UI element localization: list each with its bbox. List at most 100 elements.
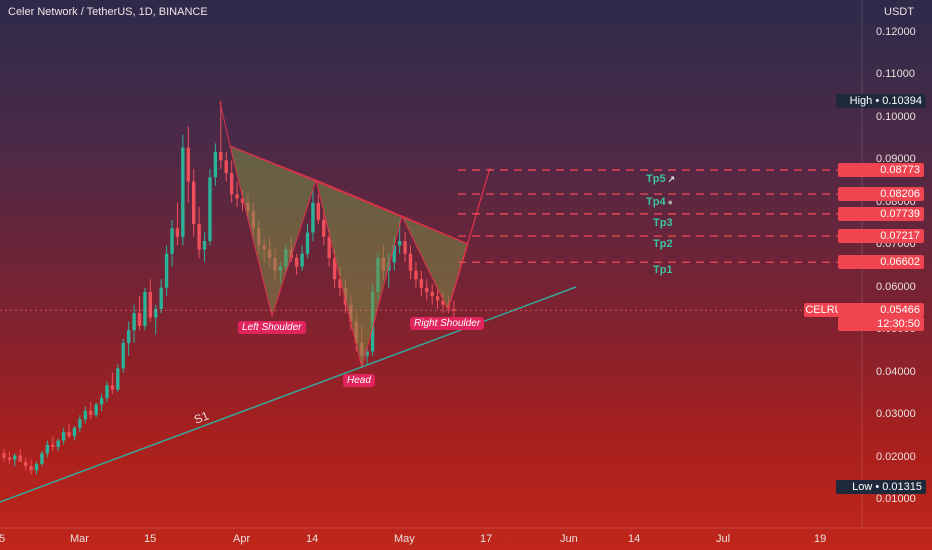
left-shoulder-triangle <box>229 145 317 318</box>
y-tick-label: 0.04000 <box>876 365 916 378</box>
candle-body <box>94 404 98 416</box>
x-tick-label: Apr <box>233 533 251 545</box>
candle-body <box>327 236 331 259</box>
candle-body <box>116 368 120 390</box>
y-tick-label: 0.06000 <box>876 280 916 293</box>
candle-body <box>34 463 39 471</box>
candle-body <box>78 419 82 428</box>
x-tick-label: 17 <box>480 533 493 545</box>
candle-body <box>219 151 223 161</box>
candle-body <box>121 342 125 369</box>
target-price-box: 0.08206 <box>838 187 924 202</box>
candle-body <box>240 198 245 203</box>
candle-body <box>143 291 147 326</box>
x-tick-label: 14 <box>306 533 319 545</box>
candle-body <box>202 241 207 250</box>
candle-body <box>186 147 190 182</box>
candle-body <box>148 291 153 318</box>
candle-body <box>300 253 304 267</box>
candle-body <box>89 410 93 416</box>
low-price-box: Low • 0.01315 <box>836 479 926 494</box>
y-tick-label: 0.03000 <box>876 408 916 421</box>
x-tick-label: May <box>394 533 415 545</box>
candle-body <box>305 232 310 254</box>
candle-body <box>316 202 321 220</box>
candle-body <box>72 427 77 437</box>
currency-label: USDT <box>884 6 914 18</box>
candle-body <box>224 160 228 174</box>
breakout-projection <box>447 167 491 311</box>
rocket-icon: ↗ <box>667 174 676 184</box>
candle-body <box>45 444 50 454</box>
y-tick-label: 0.11000 <box>876 68 915 81</box>
left-shoulder-label: Left Shoulder <box>238 321 306 334</box>
target-price-box: 0.08773 <box>838 163 924 177</box>
candle-body <box>40 453 44 464</box>
candle-body <box>18 455 22 462</box>
candle-body <box>208 177 212 242</box>
candle-body <box>197 224 201 250</box>
x-tick-label: Jul <box>716 533 731 545</box>
candle-body <box>29 466 33 471</box>
target-label: Tp4 ● <box>646 196 673 208</box>
candle-body <box>83 410 87 420</box>
candle-body <box>311 202 315 233</box>
candle-body <box>105 385 109 399</box>
candle-body <box>2 453 6 458</box>
head-label: Head <box>343 374 375 387</box>
candle-body <box>67 432 71 437</box>
candle-body <box>61 432 66 441</box>
candle-body <box>430 291 434 297</box>
target-label: Tp3 <box>653 217 673 229</box>
y-tick-label: 0.12000 <box>876 26 916 38</box>
candle-body <box>99 398 104 405</box>
head-triangle <box>315 179 403 369</box>
candle-body <box>192 181 196 225</box>
candle-body <box>137 313 142 326</box>
candle-body <box>181 147 185 237</box>
chart-title: Celer Network / TetherUS, 1D, BINANCE <box>8 6 208 18</box>
countdown-box: 12:30:50 <box>838 317 924 332</box>
high-price-box: High • 0.10394 <box>836 94 926 109</box>
x-tick-label: 19 <box>814 533 827 545</box>
y-tick-label: 0.01000 <box>876 493 916 505</box>
x-tick-label: 14 <box>628 533 641 545</box>
candle-body <box>126 330 131 343</box>
target-price-box: 0.07217 <box>838 229 924 244</box>
candle-body <box>110 385 115 390</box>
neckline <box>229 145 469 245</box>
current-price-box: 0.05466 <box>838 303 924 318</box>
candle-body <box>414 270 418 280</box>
candle-body <box>365 351 369 356</box>
target-label: Tp5 ↗ <box>646 173 676 185</box>
candle-body <box>392 245 396 263</box>
candle-body <box>419 279 424 288</box>
target-price-box: 0.06602 <box>838 255 924 270</box>
candle-body <box>397 241 402 246</box>
right-shoulder-label: Right Shoulder <box>410 317 485 330</box>
candle-body <box>322 219 326 237</box>
candle-body <box>170 228 174 254</box>
y-tick-label: 0.09000 <box>876 153 916 166</box>
candle-body <box>403 241 407 254</box>
candle-body <box>159 287 163 309</box>
candle-body <box>229 173 234 195</box>
x-tick-label: 15 <box>144 533 157 545</box>
candle-body <box>425 287 429 292</box>
candle-body <box>56 440 60 447</box>
candle-body <box>441 300 445 305</box>
candle-body <box>235 194 239 199</box>
target-label: Tp1 <box>653 264 673 276</box>
x-tick-label: Jun <box>560 533 578 545</box>
candle-body <box>452 308 456 311</box>
candle-body <box>332 258 337 280</box>
candle-body <box>175 228 180 237</box>
candle-body <box>164 253 169 288</box>
support-label: S1 <box>192 408 211 426</box>
support-line <box>0 286 577 503</box>
target-label: Tp2 <box>653 238 673 250</box>
candle-body <box>7 457 12 460</box>
candle-body <box>23 461 28 467</box>
